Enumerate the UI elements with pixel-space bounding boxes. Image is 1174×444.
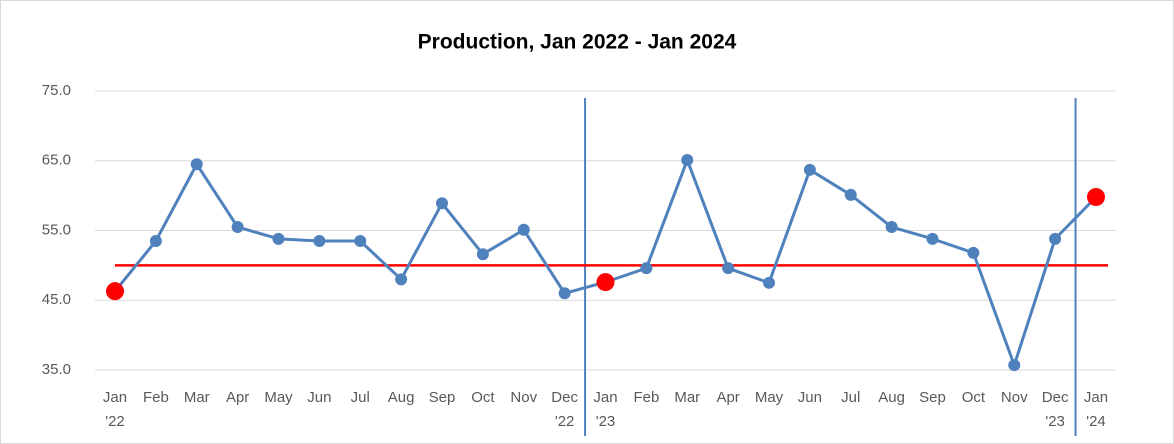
x-tick-label: Oct — [471, 389, 495, 406]
chart-title: Production, Jan 2022 - Jan 2024 — [418, 31, 737, 54]
marker — [149, 234, 162, 247]
x-tick-label: Jun — [798, 389, 822, 406]
x-tick-label: '23 — [596, 413, 616, 430]
highlight-marker — [596, 273, 615, 292]
marker — [885, 221, 898, 234]
y-tick-label: 65.0 — [42, 152, 71, 169]
x-tick-label: Apr — [716, 389, 739, 406]
x-tick-label: Nov — [510, 389, 537, 406]
marker — [476, 248, 489, 261]
marker — [1008, 359, 1021, 372]
y-tick-label: 75.0 — [42, 82, 71, 99]
x-tick-label: Jul — [351, 389, 370, 406]
marker — [354, 234, 367, 247]
x-tick-label: '23 — [1045, 413, 1065, 430]
x-tick-label: Jan — [103, 389, 127, 406]
marker — [763, 276, 775, 289]
x-tick-label: Jan — [1084, 389, 1108, 406]
x-tick-label: Jan — [593, 389, 617, 406]
x-tick-label: Feb — [633, 389, 659, 406]
x-tick-label: Mar — [674, 389, 700, 406]
x-tick-label: '22 — [105, 413, 125, 430]
y-tick-label: 55.0 — [42, 221, 71, 238]
marker — [967, 246, 980, 259]
y-tick-label: 35.0 — [42, 361, 71, 378]
marker — [313, 234, 326, 247]
marker — [436, 197, 448, 210]
x-tick-label: Apr — [226, 389, 249, 406]
x-tick-label: Jun — [307, 389, 331, 406]
x-tick-label: Dec — [551, 389, 578, 406]
marker — [395, 273, 408, 286]
marker — [640, 262, 653, 275]
x-tick-label: Oct — [962, 389, 986, 406]
x-tick-label: Nov — [1001, 389, 1028, 406]
marker — [190, 158, 203, 171]
marker — [517, 223, 530, 236]
x-tick-label: Dec — [1042, 389, 1069, 406]
x-tick-label: Aug — [878, 389, 905, 406]
highlight-marker — [1087, 188, 1105, 207]
marker — [272, 232, 285, 245]
marker — [844, 188, 857, 201]
x-tick-label: Aug — [388, 389, 415, 406]
marker — [1049, 232, 1062, 245]
x-tick-label: '24 — [1086, 413, 1106, 430]
x-tick-label: Sep — [919, 389, 946, 406]
y-tick-label: 45.0 — [42, 291, 71, 308]
x-tick-label: Mar — [184, 389, 210, 406]
x-tick-label: '22 — [555, 413, 575, 430]
marker — [231, 221, 244, 234]
x-tick-label: Jul — [841, 389, 860, 406]
x-tick-label: May — [755, 389, 784, 406]
highlight-marker — [106, 282, 124, 301]
marker — [722, 262, 735, 275]
x-tick-label: Feb — [143, 389, 169, 406]
marker — [803, 163, 816, 176]
marker — [926, 232, 939, 245]
marker — [681, 154, 694, 167]
marker — [558, 287, 571, 300]
x-tick-label: May — [264, 389, 293, 406]
x-tick-label: Sep — [429, 389, 456, 406]
